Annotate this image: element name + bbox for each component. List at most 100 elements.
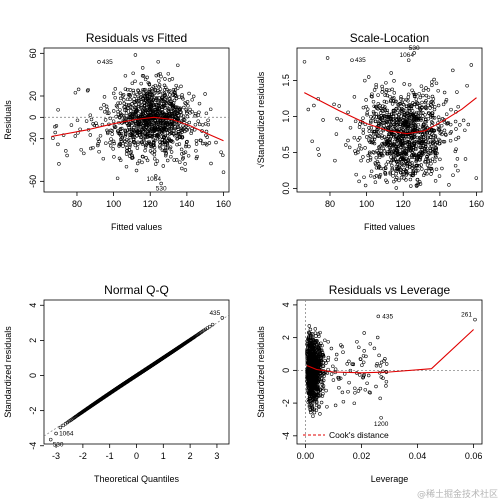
data-point xyxy=(193,113,197,118)
data-point xyxy=(123,129,127,133)
data-point xyxy=(163,122,168,127)
data-point xyxy=(84,119,89,123)
data-point xyxy=(428,146,433,150)
data-point xyxy=(131,91,136,95)
data-point xyxy=(170,104,175,109)
data-point xyxy=(130,106,134,110)
data-point xyxy=(184,107,188,112)
data-point xyxy=(414,144,418,148)
data-point xyxy=(365,111,369,115)
data-point xyxy=(140,66,145,70)
data-point xyxy=(106,131,110,136)
data-point xyxy=(387,120,391,124)
data-point xyxy=(105,111,110,115)
data-point xyxy=(384,90,388,94)
data-point xyxy=(426,140,430,145)
data-point xyxy=(123,139,127,143)
data-point xyxy=(140,119,145,124)
data-point xyxy=(176,116,181,121)
data-point xyxy=(448,122,453,127)
data-point xyxy=(307,324,312,328)
data-point xyxy=(116,131,121,135)
data-point xyxy=(133,53,138,57)
data-point xyxy=(168,102,172,106)
data-point xyxy=(169,122,174,127)
data-point xyxy=(333,403,338,408)
data-point xyxy=(408,118,412,123)
data-point xyxy=(144,109,148,113)
data-point xyxy=(154,127,158,132)
data-point xyxy=(310,372,315,376)
data-point xyxy=(203,141,208,146)
data-point xyxy=(357,179,361,184)
data-point xyxy=(334,357,338,362)
data-point xyxy=(130,81,135,86)
data-point xyxy=(380,90,384,94)
data-point xyxy=(53,124,57,129)
data-point xyxy=(424,149,428,154)
data-point xyxy=(441,102,446,107)
data-point xyxy=(165,145,170,150)
data-point xyxy=(348,126,353,130)
data-point xyxy=(326,355,331,360)
x-tick-label: 140 xyxy=(179,199,194,209)
y-tick-label: 4 xyxy=(281,302,291,307)
data-point xyxy=(367,390,372,394)
data-point xyxy=(420,100,424,105)
data-point xyxy=(375,361,379,366)
data-point xyxy=(145,102,150,107)
data-point xyxy=(314,380,319,384)
data-point xyxy=(431,97,436,101)
data-point xyxy=(119,137,123,142)
data-point xyxy=(384,100,389,104)
data-point xyxy=(456,135,461,140)
data-point xyxy=(418,95,422,100)
data-point xyxy=(163,114,167,119)
data-point xyxy=(174,131,179,135)
data-point xyxy=(175,142,179,147)
data-point xyxy=(419,111,423,115)
data-point xyxy=(149,104,154,108)
data-point xyxy=(164,152,168,156)
data-point xyxy=(316,354,320,359)
data-point xyxy=(420,124,425,128)
data-point xyxy=(57,162,61,166)
data-point xyxy=(308,387,312,392)
data-point xyxy=(391,174,395,178)
data-point xyxy=(110,132,114,136)
data-point xyxy=(410,153,414,158)
data-point xyxy=(155,159,160,163)
data-point xyxy=(128,135,132,140)
plot-area xyxy=(44,53,229,186)
data-point xyxy=(128,143,132,147)
data-point xyxy=(158,87,163,91)
data-point xyxy=(189,129,194,133)
data-point xyxy=(167,121,172,126)
data-point xyxy=(102,110,107,114)
data-point xyxy=(165,141,170,146)
data-point xyxy=(406,113,410,118)
data-point xyxy=(153,87,158,92)
data-point xyxy=(346,389,350,394)
data-point xyxy=(123,129,128,134)
data-point xyxy=(347,145,352,150)
data-point xyxy=(442,90,447,95)
data-point xyxy=(316,352,320,357)
x-tick-label: 80 xyxy=(325,199,335,209)
data-point xyxy=(204,111,209,116)
data-point xyxy=(402,156,406,160)
data-point xyxy=(399,97,403,101)
data-point xyxy=(346,138,350,143)
data-point xyxy=(158,122,162,127)
data-point xyxy=(359,147,364,151)
data-point xyxy=(140,154,145,159)
data-point xyxy=(372,137,377,141)
data-point xyxy=(395,110,399,115)
data-point xyxy=(395,122,399,127)
data-point xyxy=(118,96,123,101)
data-point xyxy=(376,93,380,97)
data-point xyxy=(406,137,411,141)
data-point xyxy=(374,363,379,368)
data-point xyxy=(413,146,418,151)
data-point xyxy=(407,108,412,113)
